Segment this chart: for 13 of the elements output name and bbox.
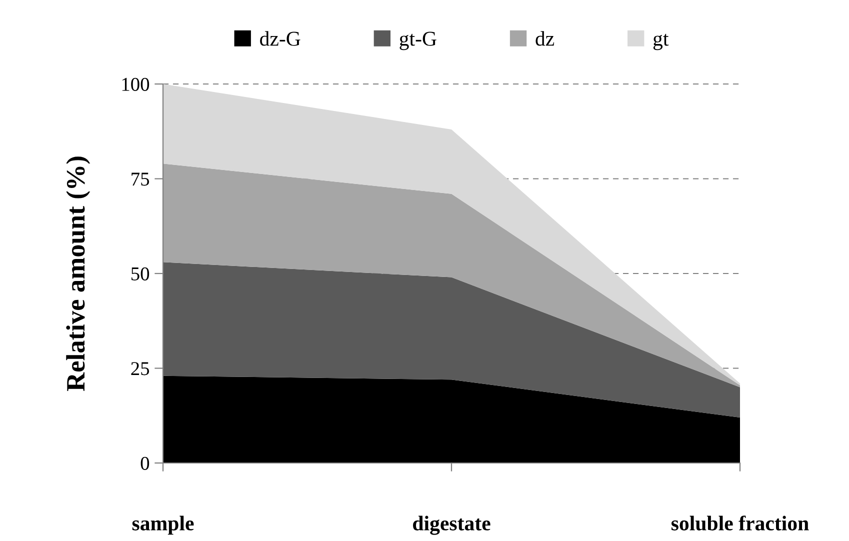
x-tick-label: soluble fraction — [671, 516, 809, 530]
y-tick-label: 75 — [132, 172, 150, 186]
y-tick-label: 100 — [122, 78, 150, 91]
y-tick-label: 0 — [140, 456, 150, 470]
x-tick-label: digestate — [413, 516, 490, 535]
x-tick-label: sample — [132, 516, 194, 535]
y-tick-label: 50 — [131, 267, 150, 280]
y-axis-title: Relative amount (%) — [66, 156, 90, 392]
legend-label: gt-G — [400, 32, 436, 50]
legend-label: gt — [653, 34, 669, 50]
legend-label: dz-G — [260, 31, 300, 46]
legend-label: dz — [536, 31, 554, 46]
y-tick-label: 25 — [131, 362, 150, 376]
